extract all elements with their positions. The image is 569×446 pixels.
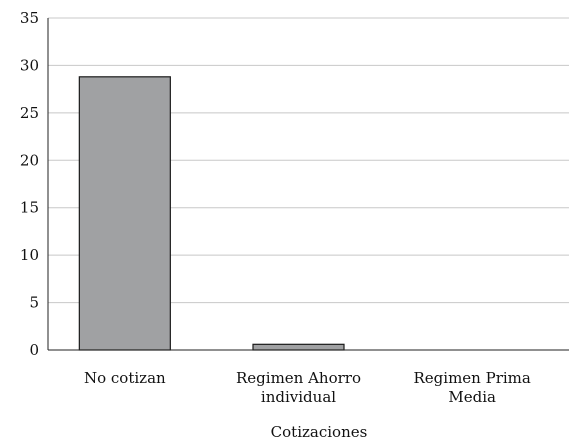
y-tick-label: 30 — [20, 56, 39, 74]
bar — [78, 76, 171, 351]
y-tick-label: 0 — [29, 341, 39, 359]
y-tick-label: 5 — [29, 294, 39, 312]
y-tick-labels: 0 5 10 15 20 25 30 35 — [20, 9, 39, 359]
x-tick-label-line: Regimen Ahorro — [236, 369, 361, 387]
y-tick-label: 10 — [20, 246, 39, 264]
x-tick-label: No cotizan — [84, 369, 166, 387]
y-tick-label: 20 — [20, 151, 39, 169]
x-tick-label-line: individual — [261, 388, 336, 406]
y-tick-label: 35 — [20, 9, 39, 27]
y-tick-label: 25 — [20, 104, 39, 122]
x-tick-label-line: No cotizan — [84, 369, 166, 387]
bars — [78, 76, 345, 351]
axes — [47, 18, 569, 351]
x-tick-label-line: Regimen Prima — [414, 369, 531, 387]
x-tick-label-line: Media — [448, 388, 496, 406]
x-tick-label: Regimen Ahorro individual — [236, 369, 361, 406]
x-tick-labels: No cotizan Regimen Ahorro individualRegime… — [84, 369, 531, 406]
x-tick-label: Regimen Prima Media — [414, 369, 531, 406]
x-axis-title: Cotizaciones — [271, 423, 368, 441]
y-tick-label: 15 — [20, 199, 39, 217]
bar — [252, 343, 345, 351]
